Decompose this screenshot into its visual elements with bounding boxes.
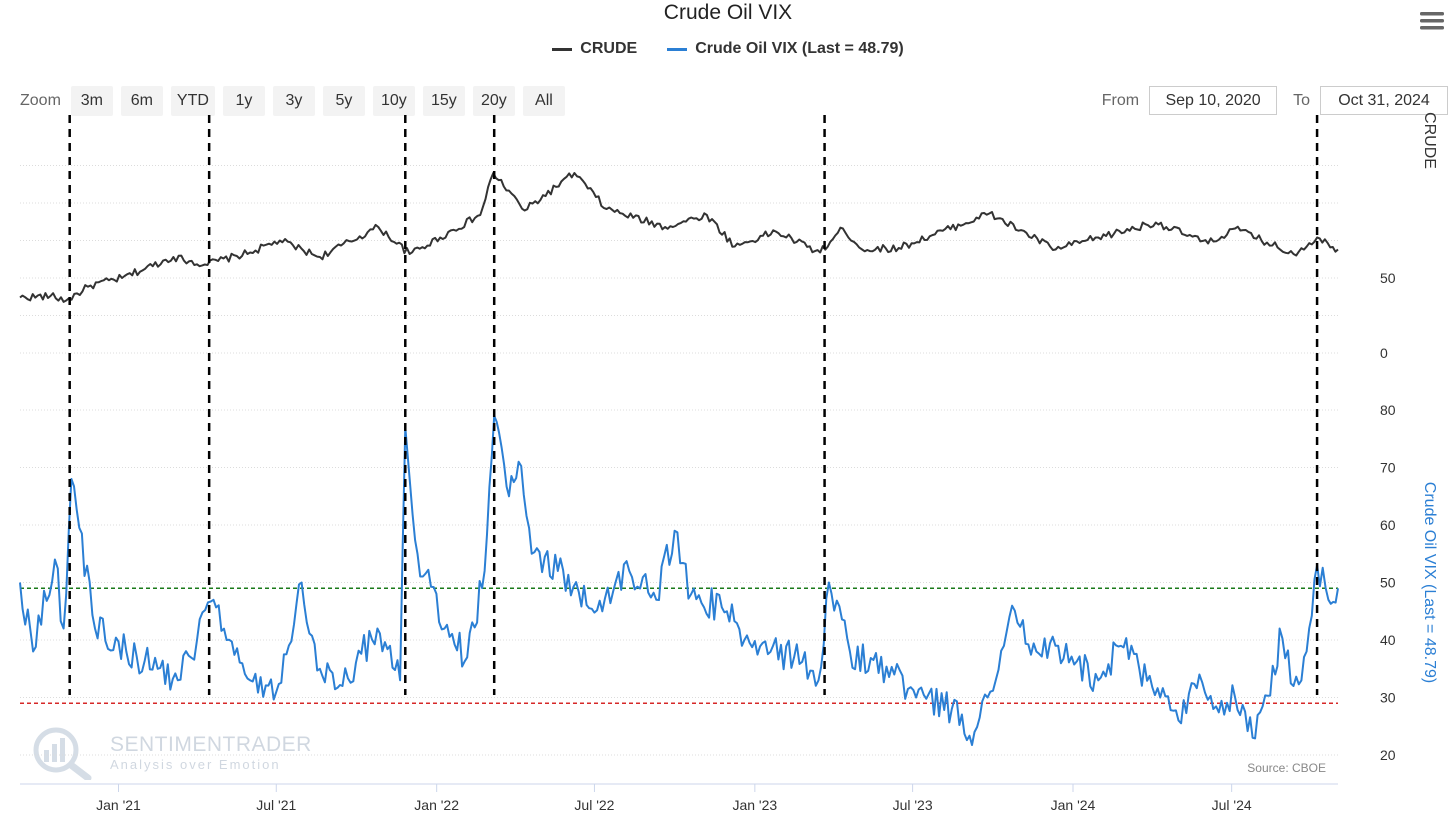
- watermark-subtitle: Analysis over Emotion: [110, 756, 281, 772]
- x-tick-label-3: Jul '22: [574, 797, 614, 813]
- legend: CRUDE Crude Oil VIX (Last = 48.79): [0, 40, 1456, 58]
- y-tick-label-1-30: 30: [1380, 690, 1396, 706]
- source-note: Source: CBOE: [1247, 761, 1326, 775]
- zoom-button-1y[interactable]: 1y: [222, 86, 265, 116]
- zoom-button-15y[interactable]: 15y: [422, 86, 465, 116]
- y-tick-label-0-50: 50: [1380, 270, 1396, 286]
- legend-item-crude[interactable]: CRUDE: [552, 40, 637, 58]
- zoom-button-all[interactable]: All: [522, 86, 565, 116]
- from-label: From: [1101, 91, 1140, 109]
- menu-icon-bar-0: [1420, 12, 1444, 16]
- zoom-button-5y[interactable]: 5y: [322, 86, 365, 116]
- axis-title-0: CRUDE: [1421, 112, 1438, 169]
- zoom-label: Zoom: [20, 92, 61, 109]
- chart-title: Crude Oil VIX: [663, 1, 793, 24]
- series-line-crude: [19, 172, 1339, 303]
- date-range: From To: [1102, 86, 1448, 115]
- x-tick-label-1: Jul '21: [256, 797, 296, 813]
- watermark-title: SENTIMENTRADER: [110, 732, 312, 756]
- y-tick-label-0-0: 0: [1380, 345, 1388, 361]
- x-tick-label-6: Jan '24: [1051, 797, 1096, 813]
- watermark: SENTIMENTRADER Analysis over Emotion: [28, 724, 312, 780]
- zoom-button-20y[interactable]: 20y: [472, 86, 515, 116]
- menu-icon[interactable]: [1420, 12, 1444, 30]
- zoom-button-ytd[interactable]: YTD: [170, 86, 215, 116]
- y-tick-label-1-70: 70: [1380, 460, 1396, 476]
- x-tick-label-0: Jan '21: [96, 797, 141, 813]
- to-label: To: [1293, 91, 1310, 109]
- to-date-input[interactable]: [1320, 86, 1448, 115]
- zoom-button-10y[interactable]: 10y: [372, 86, 415, 116]
- legend-label-crude-oil-vix: Crude Oil VIX (Last = 48.79): [695, 40, 904, 57]
- legend-label-crude: CRUDE: [580, 40, 638, 57]
- x-tick-label-4: Jan '23: [732, 797, 777, 813]
- from-date-input[interactable]: [1149, 86, 1278, 115]
- zoom-button-3m[interactable]: 3m: [70, 86, 113, 116]
- zoom-button-3y[interactable]: 3y: [272, 86, 315, 116]
- zoom-button-6m[interactable]: 6m: [120, 86, 163, 116]
- axis-title-1: Crude Oil VIX (Last = 48.79): [1421, 482, 1438, 683]
- menu-icon-bar-2: [1420, 26, 1444, 30]
- y-tick-label-1-80: 80: [1380, 402, 1396, 418]
- x-tick-label-7: Jul '24: [1212, 797, 1252, 813]
- zoom-controls: Zoom 3m 6m YTD 1y 3y 5y 10y 15y 20y All: [20, 86, 565, 116]
- legend-item-crude-oil-vix[interactable]: Crude Oil VIX (Last = 48.79): [667, 40, 904, 58]
- x-tick-label-2: Jan '22: [414, 797, 459, 813]
- series-line-crude-oil-vix: [19, 414, 1339, 746]
- menu-icon-bar-1: [1420, 19, 1444, 23]
- y-tick-label-1-50: 50: [1380, 575, 1396, 591]
- y-tick-label-1-60: 60: [1380, 517, 1396, 533]
- legend-swatch-crude-oil-vix: [667, 47, 688, 51]
- legend-swatch-crude: [552, 47, 573, 51]
- y-tick-label-1-40: 40: [1380, 632, 1396, 648]
- x-tick-label-5: Jul '23: [893, 797, 933, 813]
- magnifier-chart-icon: [33, 727, 92, 780]
- y-tick-label-1-20: 20: [1380, 747, 1396, 763]
